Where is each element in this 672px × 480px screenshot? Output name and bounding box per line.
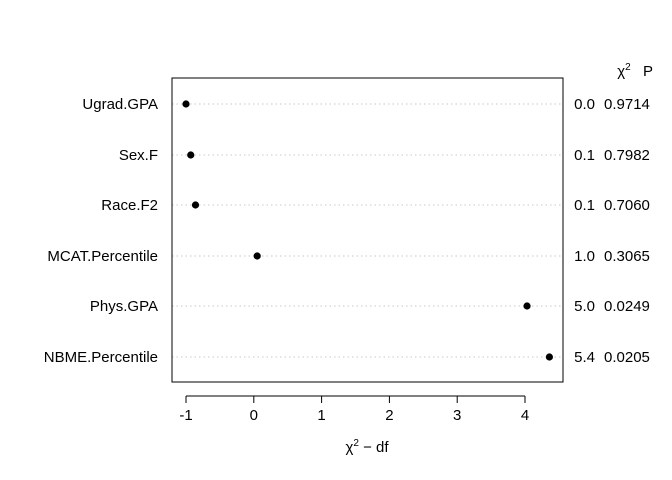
data-points [182, 100, 554, 361]
x-tick-label: 2 [385, 407, 393, 424]
x-axis-label: χ2 − df [345, 438, 389, 456]
chisq-value: 5.0 [574, 298, 595, 315]
chisq-value: 5.4 [574, 349, 595, 366]
x-tick-label: -1 [179, 407, 192, 424]
chisq-value: 1.0 [574, 248, 595, 265]
data-point [191, 201, 200, 209]
data-point [253, 252, 261, 260]
p-value: 0.3065 [604, 248, 650, 265]
x-tick-label: 3 [453, 407, 461, 424]
x-tick-label: 1 [317, 407, 325, 424]
gridlines [172, 103, 563, 358]
chisq-header: χ2 [617, 62, 631, 80]
data-point [187, 151, 195, 159]
row-label: NBME.Percentile [44, 349, 158, 366]
x-tick-label: 4 [521, 407, 529, 424]
x-tick-label: 0 [250, 407, 258, 424]
p-value: 0.7982 [604, 147, 650, 164]
chisq-value: 0.0 [574, 96, 595, 113]
data-point [182, 100, 190, 108]
row-labels: Ugrad.GPA Sex.F Race.F2 MCAT.Percentile Phys… [44, 96, 158, 366]
chisq-value: 0.1 [574, 147, 595, 164]
x-axis: -1 0 1 2 3 4 [179, 395, 529, 424]
p-value: 0.9714 [604, 96, 650, 113]
row-label: Sex.F [119, 147, 158, 164]
p-value: 0.7060 [604, 197, 650, 214]
data-point [545, 353, 554, 361]
p-value: 0.0249 [604, 298, 650, 315]
p-header: P [643, 63, 653, 80]
data-point [523, 302, 531, 310]
row-label: Ugrad.GPA [82, 96, 158, 113]
row-label: MCAT.Percentile [47, 248, 158, 265]
p-value: 0.0205 [604, 349, 650, 366]
row-stats: 0.0 0.9714 0.1 0.7982 0.1 0.7060 1.0 0.3065 5.0 0… [574, 96, 650, 366]
row-label: Race.F2 [101, 197, 158, 214]
row-label: Phys.GPA [90, 298, 158, 315]
plot-frame [171, 77, 564, 383]
chisq-value: 0.1 [574, 197, 595, 214]
